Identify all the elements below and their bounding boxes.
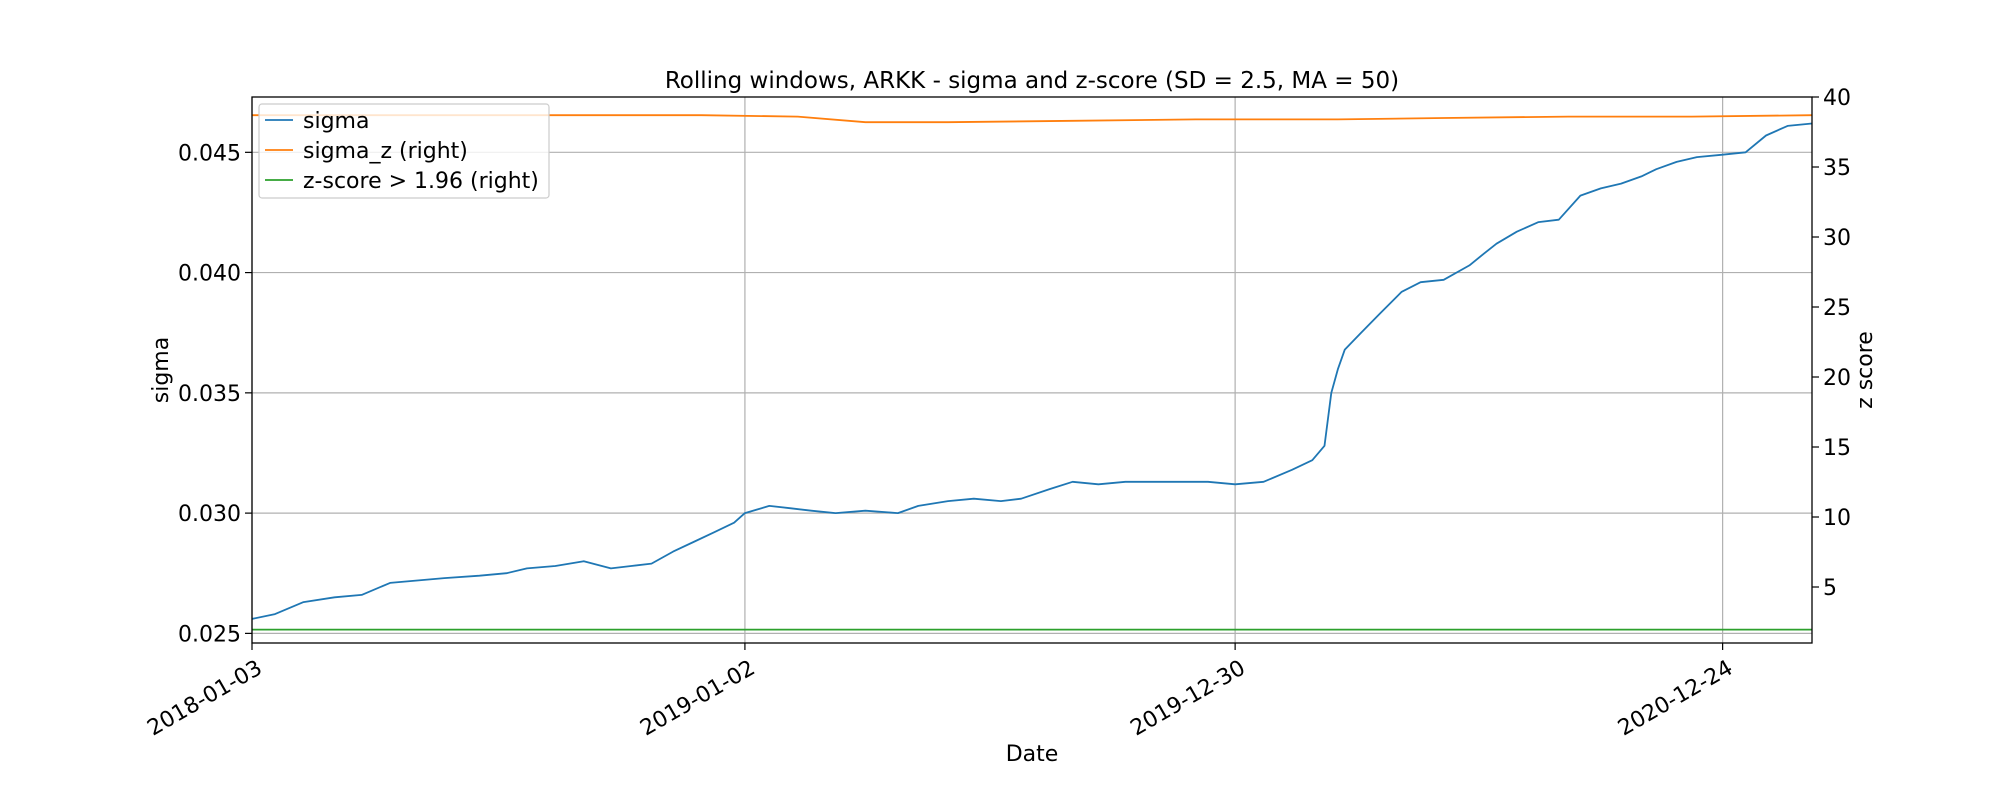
x-tick-label: 2019-01-02 [636,656,759,742]
y2-tick-label: 5 [1823,576,1837,601]
series-lines [251,114,1813,631]
y2-tick-label: 35 [1823,156,1851,181]
y-tick-label: 0.035 [178,382,241,407]
series-line-2 [252,114,1813,124]
y2-tick-label: 40 [1823,86,1851,111]
y2-tick-label: 10 [1823,506,1851,531]
legend: sigma sigma_z (right) z-score > 1.96 (righ… [258,103,550,199]
x-tick-label: 2019-12-30 [1126,656,1249,742]
x-tick-label: 2020-12-24 [1614,656,1737,742]
legend-label-2: sigma_z (right) [303,139,468,164]
legend-label-1: sigma [303,109,369,134]
plot-frame [251,96,1813,644]
y2-tick-label: 20 [1823,366,1851,391]
legend-box [258,103,550,199]
x-axis-label: Date [1006,742,1059,767]
x-tick-label: 2018-01-03 [143,656,266,742]
y2-tick-label: 30 [1823,226,1851,251]
y2-tick-label: 15 [1823,436,1851,461]
legend-label-3: z-score > 1.96 (right) [303,169,539,194]
y-tick-label: 0.040 [178,262,241,287]
y-tick-label: 0.025 [178,622,241,647]
series-line-1 [251,122,1813,620]
y-tick-label: 0.045 [178,141,241,166]
y2-tick-label: 25 [1823,296,1851,321]
y-axis-label: sigma [149,337,174,403]
y2-axis-label: z score [1853,331,1878,409]
grid-lines [251,97,1812,643]
chart-title: Rolling windows, ARKK - sigma and z-scor… [665,68,1399,94]
y-tick-label: 0.030 [178,502,241,527]
